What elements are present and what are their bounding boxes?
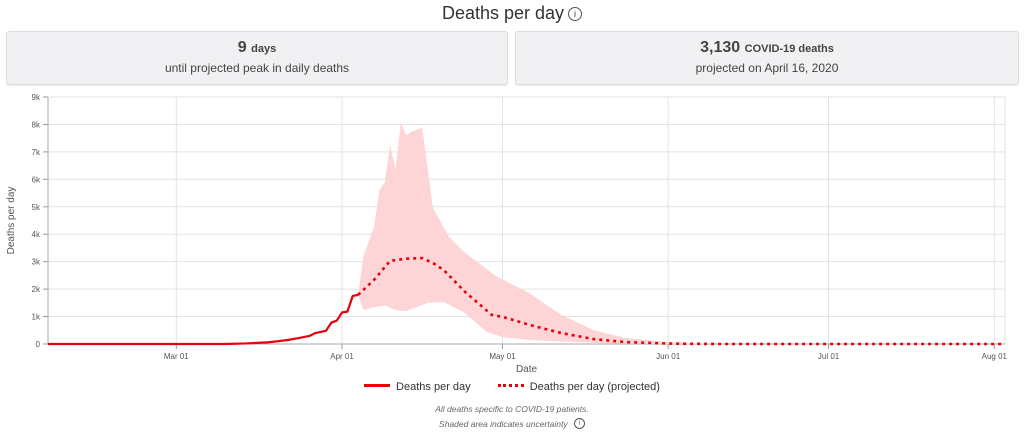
- y-tick-label: 0: [36, 340, 41, 349]
- projected-deaths-line: [357, 256, 1005, 346]
- legend: Deaths per day Deaths per day (projected…: [0, 381, 1024, 393]
- legend-swatch-dotted: [497, 384, 524, 387]
- peak-days-unit: days: [251, 43, 277, 55]
- deaths-chart: 0 1k 2k 3k 4k 5k 6k 7k 8k 9k Mar 01 Apr 01 May 01 Jun…: [6, 93, 1008, 375]
- y-axis-label: Deaths per day: [6, 187, 17, 255]
- peak-deaths-unit: COVID-19 deaths: [744, 43, 834, 55]
- x-axis-label: Date: [516, 364, 538, 375]
- y-tick-label: 2k: [32, 285, 41, 294]
- peak-deaths-card: 3,130 COVID-19 deaths projected on April…: [515, 31, 1019, 85]
- footnote-uncertainty: Shaded area indicates uncertainty i: [0, 418, 1024, 429]
- footnote: All deaths specific to COVID-19 patients…: [435, 404, 589, 414]
- peak-days-card: 9 days until projected peak in daily dea…: [6, 31, 508, 85]
- peak-days-value: 9: [237, 39, 247, 56]
- footnote-text: Shaded area indicates uncertainty: [439, 419, 568, 429]
- y-tick-label: 8k: [32, 120, 41, 129]
- x-tick-label: Mar 01: [164, 352, 189, 361]
- chart-title-text: Deaths per day: [441, 3, 565, 23]
- chart-title: Deaths per day i: [0, 3, 1024, 24]
- peak-days-caption: until projected peak in daily deaths: [164, 61, 350, 75]
- y-tick-label: 4k: [32, 230, 41, 239]
- actual-deaths-line: [48, 293, 359, 346]
- legend-item-actual[interactable]: Deaths per day: [364, 381, 471, 393]
- x-tick-label: Aug 01: [982, 352, 1008, 361]
- y-tick-label: 6k: [32, 175, 41, 184]
- y-tick-label: 9k: [32, 93, 41, 102]
- x-tick-label: Apr 01: [330, 352, 354, 361]
- x-tick-label: Jul 01: [818, 352, 840, 361]
- y-tick-label: 5k: [32, 203, 41, 212]
- info-icon[interactable]: i: [568, 7, 583, 21]
- y-tick-label: 3k: [32, 258, 41, 267]
- x-tick-label: Jun 01: [656, 352, 681, 361]
- y-tick-label: 7k: [32, 148, 41, 157]
- legend-label: Deaths per day: [396, 381, 471, 393]
- peak-deaths-caption: projected on April 16, 2020: [695, 61, 839, 75]
- legend-item-projected[interactable]: Deaths per day (projected): [497, 381, 660, 393]
- uncertainty-band: [358, 122, 717, 344]
- legend-label: Deaths per day (projected): [529, 381, 660, 393]
- y-tick-label: 1k: [32, 313, 41, 322]
- x-tick-label: May 01: [489, 352, 516, 361]
- peak-deaths-value: 3,130: [700, 39, 741, 56]
- legend-swatch-solid: [364, 384, 391, 387]
- info-icon[interactable]: i: [573, 418, 585, 429]
